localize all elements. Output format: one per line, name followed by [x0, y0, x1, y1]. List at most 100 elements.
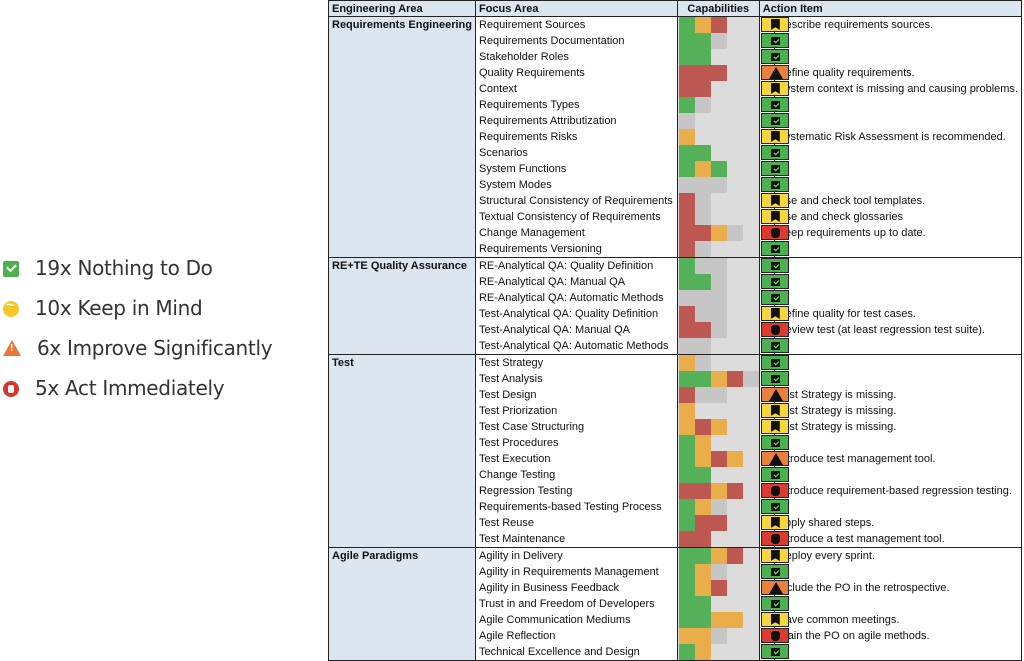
- capability-block: [710, 113, 727, 129]
- capability-block: [726, 483, 743, 499]
- capabilities-cell: [676, 435, 760, 451]
- table-row: Requirements Versioning -: [329, 241, 1023, 258]
- capability-block: [694, 17, 711, 33]
- capability-block: [694, 97, 711, 113]
- check-icon: [760, 161, 789, 176]
- action-item-cell: Define quality for test cases.: [773, 306, 1023, 322]
- action-item-cell: Test Strategy is missing.: [773, 387, 1023, 403]
- capability-block: [678, 306, 695, 322]
- table-row: Trust in and Freedom of Developers -: [329, 596, 1023, 612]
- focus-area-cell: RE-Analytical QA: Automatic Methods: [474, 290, 678, 306]
- table-row: Context System context is missing and cau…: [329, 81, 1023, 97]
- capability-block: [678, 515, 695, 531]
- focus-area-cell: Agility in Delivery: [474, 547, 678, 564]
- focus-area-cell: Test Execution: [474, 451, 678, 467]
- warning-icon: [760, 65, 789, 80]
- keep-in-mind-icon: [760, 306, 789, 321]
- check-icon: [760, 290, 789, 305]
- capabilities-cell: [676, 580, 760, 596]
- table-row: Change Management Keep requirements up to…: [329, 225, 1023, 241]
- capability-block: [694, 306, 711, 322]
- keep-in-mind-icon: [760, 515, 789, 530]
- capability-block: [710, 451, 727, 467]
- table-row: Stakeholder Roles -: [329, 49, 1023, 65]
- focus-area-cell: Requirements Types: [474, 97, 678, 113]
- capability-block: [678, 209, 695, 225]
- capability-block: [694, 65, 711, 81]
- capabilities-cell: [676, 354, 760, 371]
- capability-block: [694, 322, 711, 338]
- capability-block: [726, 274, 743, 290]
- action-item-cell: -: [773, 145, 1023, 161]
- stop-hand-icon: [760, 531, 789, 546]
- focus-area-cell: Agility in Business Feedback: [474, 580, 678, 596]
- status-cell: [758, 257, 789, 274]
- warning-icon: [760, 387, 789, 402]
- capability-block: [678, 451, 695, 467]
- capabilities-cell: [676, 419, 760, 435]
- capability-block: [678, 628, 695, 644]
- capability-block: [678, 113, 695, 129]
- capability-block: [694, 531, 711, 547]
- capability-block: [710, 628, 727, 644]
- action-item-cell: Have common meetings.: [773, 612, 1023, 628]
- keep-in-mind-icon: [3, 297, 19, 317]
- capability-block: [710, 435, 727, 451]
- capability-block: [726, 81, 743, 97]
- check-icon: [760, 435, 789, 450]
- action-item-cell: -: [773, 177, 1023, 193]
- check-icon: [760, 274, 789, 289]
- capabilities-cell: [676, 65, 760, 81]
- capability-block: [694, 338, 711, 354]
- table-row: Requirements Risks Systematic Risk Assess…: [329, 129, 1023, 145]
- capability-block: [678, 65, 695, 81]
- capabilities-cell: [676, 49, 760, 65]
- capabilities-cell: [676, 274, 760, 290]
- action-item-cell: -: [773, 49, 1023, 65]
- capability-block: [710, 209, 727, 225]
- capability-block: [694, 371, 711, 387]
- focus-area-cell: Test-Analytical QA: Quality Definition: [474, 306, 678, 322]
- capability-block: [678, 499, 695, 515]
- header-focus-area: Focus Area: [474, 0, 678, 17]
- capability-block: [710, 548, 727, 564]
- status-cell: [758, 644, 789, 661]
- capability-block: [726, 580, 743, 596]
- capability-block: [678, 177, 695, 193]
- capability-block: [710, 355, 727, 371]
- action-item-cell: Introduce requirement-based regression t…: [773, 483, 1023, 499]
- engineering-area-cell: RE+TE Quality Assurance: [328, 257, 476, 355]
- header-capabilities: Capabilities: [676, 0, 760, 17]
- capability-block: [710, 306, 727, 322]
- capability-block: [726, 612, 743, 628]
- focus-area-cell: Test-Analytical QA: Automatic Methods: [474, 338, 678, 355]
- capability-block: [694, 113, 711, 129]
- capability-block: [694, 258, 711, 274]
- check-icon: [760, 596, 789, 611]
- table-row: Test Procedures.: [329, 435, 1023, 451]
- check-icon: [760, 145, 789, 160]
- table-row: RE-Analytical QA: Automatic Methods -: [329, 290, 1023, 306]
- status-cell: [758, 580, 789, 596]
- capability-block: [694, 241, 711, 257]
- capabilities-cell: [676, 515, 760, 531]
- capability-block: [710, 419, 727, 435]
- capability-block: [694, 419, 711, 435]
- action-item-cell: Introduce test management tool.: [773, 451, 1023, 467]
- capability-block: [678, 161, 695, 177]
- capabilities-cell: [676, 209, 760, 225]
- capability-block: [694, 161, 711, 177]
- capability-block: [678, 129, 695, 145]
- capability-block: [678, 193, 695, 209]
- capability-block: [678, 81, 695, 97]
- engineering-area-cell: Agile Paradigms: [328, 547, 476, 661]
- status-cell: [758, 499, 789, 515]
- check-icon: [760, 177, 789, 192]
- capability-block: [694, 515, 711, 531]
- action-item-cell: Deploy every sprint.: [773, 547, 1023, 564]
- capabilities-cell: [676, 113, 760, 129]
- keep-in-mind-icon: [760, 193, 789, 208]
- capabilities-cell: [676, 467, 760, 483]
- capability-block: [678, 225, 695, 241]
- capabilities-cell: [676, 81, 760, 97]
